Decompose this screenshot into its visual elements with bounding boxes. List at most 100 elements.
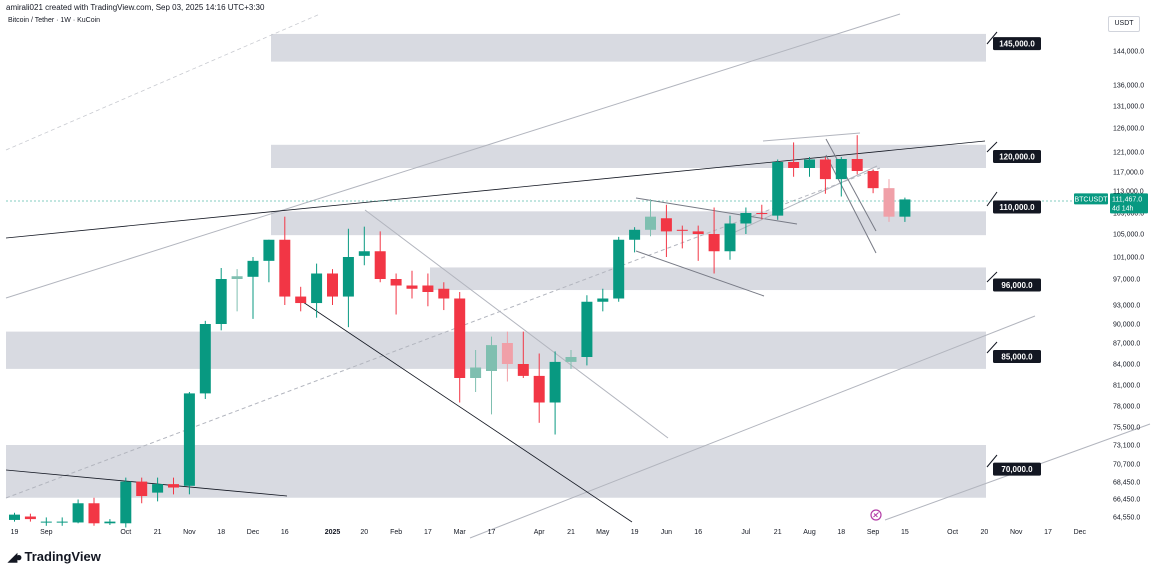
candle [660, 204, 672, 257]
candle [56, 517, 68, 526]
trendline-falling-1 [825, 138, 877, 232]
zone-5 [6, 445, 986, 498]
candle [613, 236, 625, 302]
zone-0 [271, 33, 986, 62]
candle [899, 197, 911, 222]
candle-body [183, 393, 195, 486]
candle-body [327, 273, 338, 297]
chart-title: Bitcoin / Tether · 1W · KuCoin [8, 17, 101, 24]
candle [883, 179, 895, 222]
candle-body [676, 229, 688, 231]
time-tick-label: 21 [154, 529, 162, 536]
candle [581, 295, 593, 366]
time-tick-label: 17 [1044, 529, 1052, 536]
trendline-top-dashed [5, 13, 321, 151]
candle [279, 216, 291, 305]
time-tick-label: 2025 [325, 529, 341, 536]
candles-layer [9, 135, 911, 528]
level-label[interactable]: 120,000.0 [993, 150, 1041, 163]
candle-body [740, 213, 752, 224]
price-tick-label: 105,000.0 [1113, 232, 1144, 239]
level-label-text: 96,000.0 [1001, 281, 1033, 290]
trendline-lower-channel [469, 315, 1036, 539]
candle-body [804, 159, 815, 168]
price-tick-label: 78,000.0 [1113, 404, 1140, 411]
brand-logo: ◢● TradingView [8, 549, 101, 564]
time-tick-label: 20 [360, 529, 368, 536]
candle-body [835, 159, 847, 180]
price-axis: 144,000.0 136,000.0 131,000.0 126,000.0 121,… [1074, 49, 1148, 522]
level-label[interactable]: 96,000.0 [993, 278, 1041, 292]
candle-body [581, 301, 593, 357]
candle-body [549, 361, 561, 403]
price-tick-label: 68,450.0 [1113, 480, 1140, 487]
candle-body [645, 216, 656, 230]
last-price-symbol: BTCUSDT [1074, 196, 1108, 203]
level-label[interactable]: 70,000.0 [993, 462, 1041, 476]
level-label[interactable]: 85,000.0 [993, 350, 1041, 363]
price-tick-label: 75,500.0 [1113, 425, 1140, 432]
price-tick-label: 73,100.0 [1113, 443, 1140, 450]
time-tick-label: 16 [694, 529, 702, 536]
time-tick-label: Sep [40, 529, 53, 536]
time-tick-label: 17 [424, 529, 432, 536]
price-tick-label: 84,000.0 [1113, 362, 1140, 369]
candle [40, 517, 52, 526]
time-tick-label: Dec [247, 529, 260, 536]
candle [851, 135, 863, 175]
time-tick-label: Dec [1074, 529, 1087, 536]
candle-body [597, 298, 609, 302]
level-label-text: 70,000.0 [1001, 465, 1033, 474]
candle [295, 286, 307, 312]
candle [72, 499, 84, 524]
candle [24, 513, 36, 522]
candle-body [342, 257, 354, 297]
candle-body [199, 324, 211, 394]
price-tick-label: 70,700.0 [1113, 462, 1140, 469]
level-leader-110k [986, 191, 998, 207]
candle [470, 350, 482, 392]
candle [358, 226, 370, 266]
candle-body [692, 231, 704, 234]
price-tick-label: 97,000.0 [1113, 277, 1140, 284]
candle-body [819, 159, 831, 180]
time-tick-label: 15 [901, 529, 909, 536]
candle-body [88, 503, 100, 524]
time-tick-label: 17 [488, 529, 496, 536]
level-leader-85k [986, 341, 998, 354]
candle-body [279, 239, 291, 297]
time-tick-label: Jun [661, 529, 672, 536]
level-label-text: 85,000.0 [1001, 353, 1033, 362]
zone-1 [271, 144, 986, 168]
candle [549, 351, 561, 435]
candle-body [486, 345, 497, 371]
candle-body [470, 367, 482, 378]
candle [454, 292, 466, 403]
level-leader-120k [986, 141, 998, 153]
candle [152, 477, 164, 502]
level-label[interactable]: 145,000.0 [993, 37, 1041, 51]
candle [390, 273, 402, 315]
trendline-descending-1 [299, 299, 633, 523]
price-tick-label: 64,550.0 [1113, 515, 1140, 522]
time-tick-label: 20 [981, 529, 989, 536]
zones-layer [6, 33, 986, 498]
zone-3 [430, 267, 986, 291]
level-label[interactable]: 110,000.0 [993, 200, 1041, 214]
time-tick-label: 16 [281, 529, 289, 536]
price-tick-label: 87,000.0 [1113, 341, 1140, 348]
candle-body [438, 288, 450, 299]
candle [263, 239, 275, 283]
timeline-event-icon[interactable] [870, 509, 882, 521]
trendline-upper-channel [5, 13, 901, 299]
price-tick-label: 121,000.0 [1113, 150, 1144, 157]
currency-button[interactable]: USDT [1108, 16, 1140, 32]
candle [199, 320, 211, 399]
candle [104, 519, 116, 525]
candle [819, 157, 831, 194]
candle-body [40, 521, 52, 523]
level-leader-145k [986, 31, 998, 45]
candle [597, 288, 609, 312]
candle-body [390, 279, 402, 286]
